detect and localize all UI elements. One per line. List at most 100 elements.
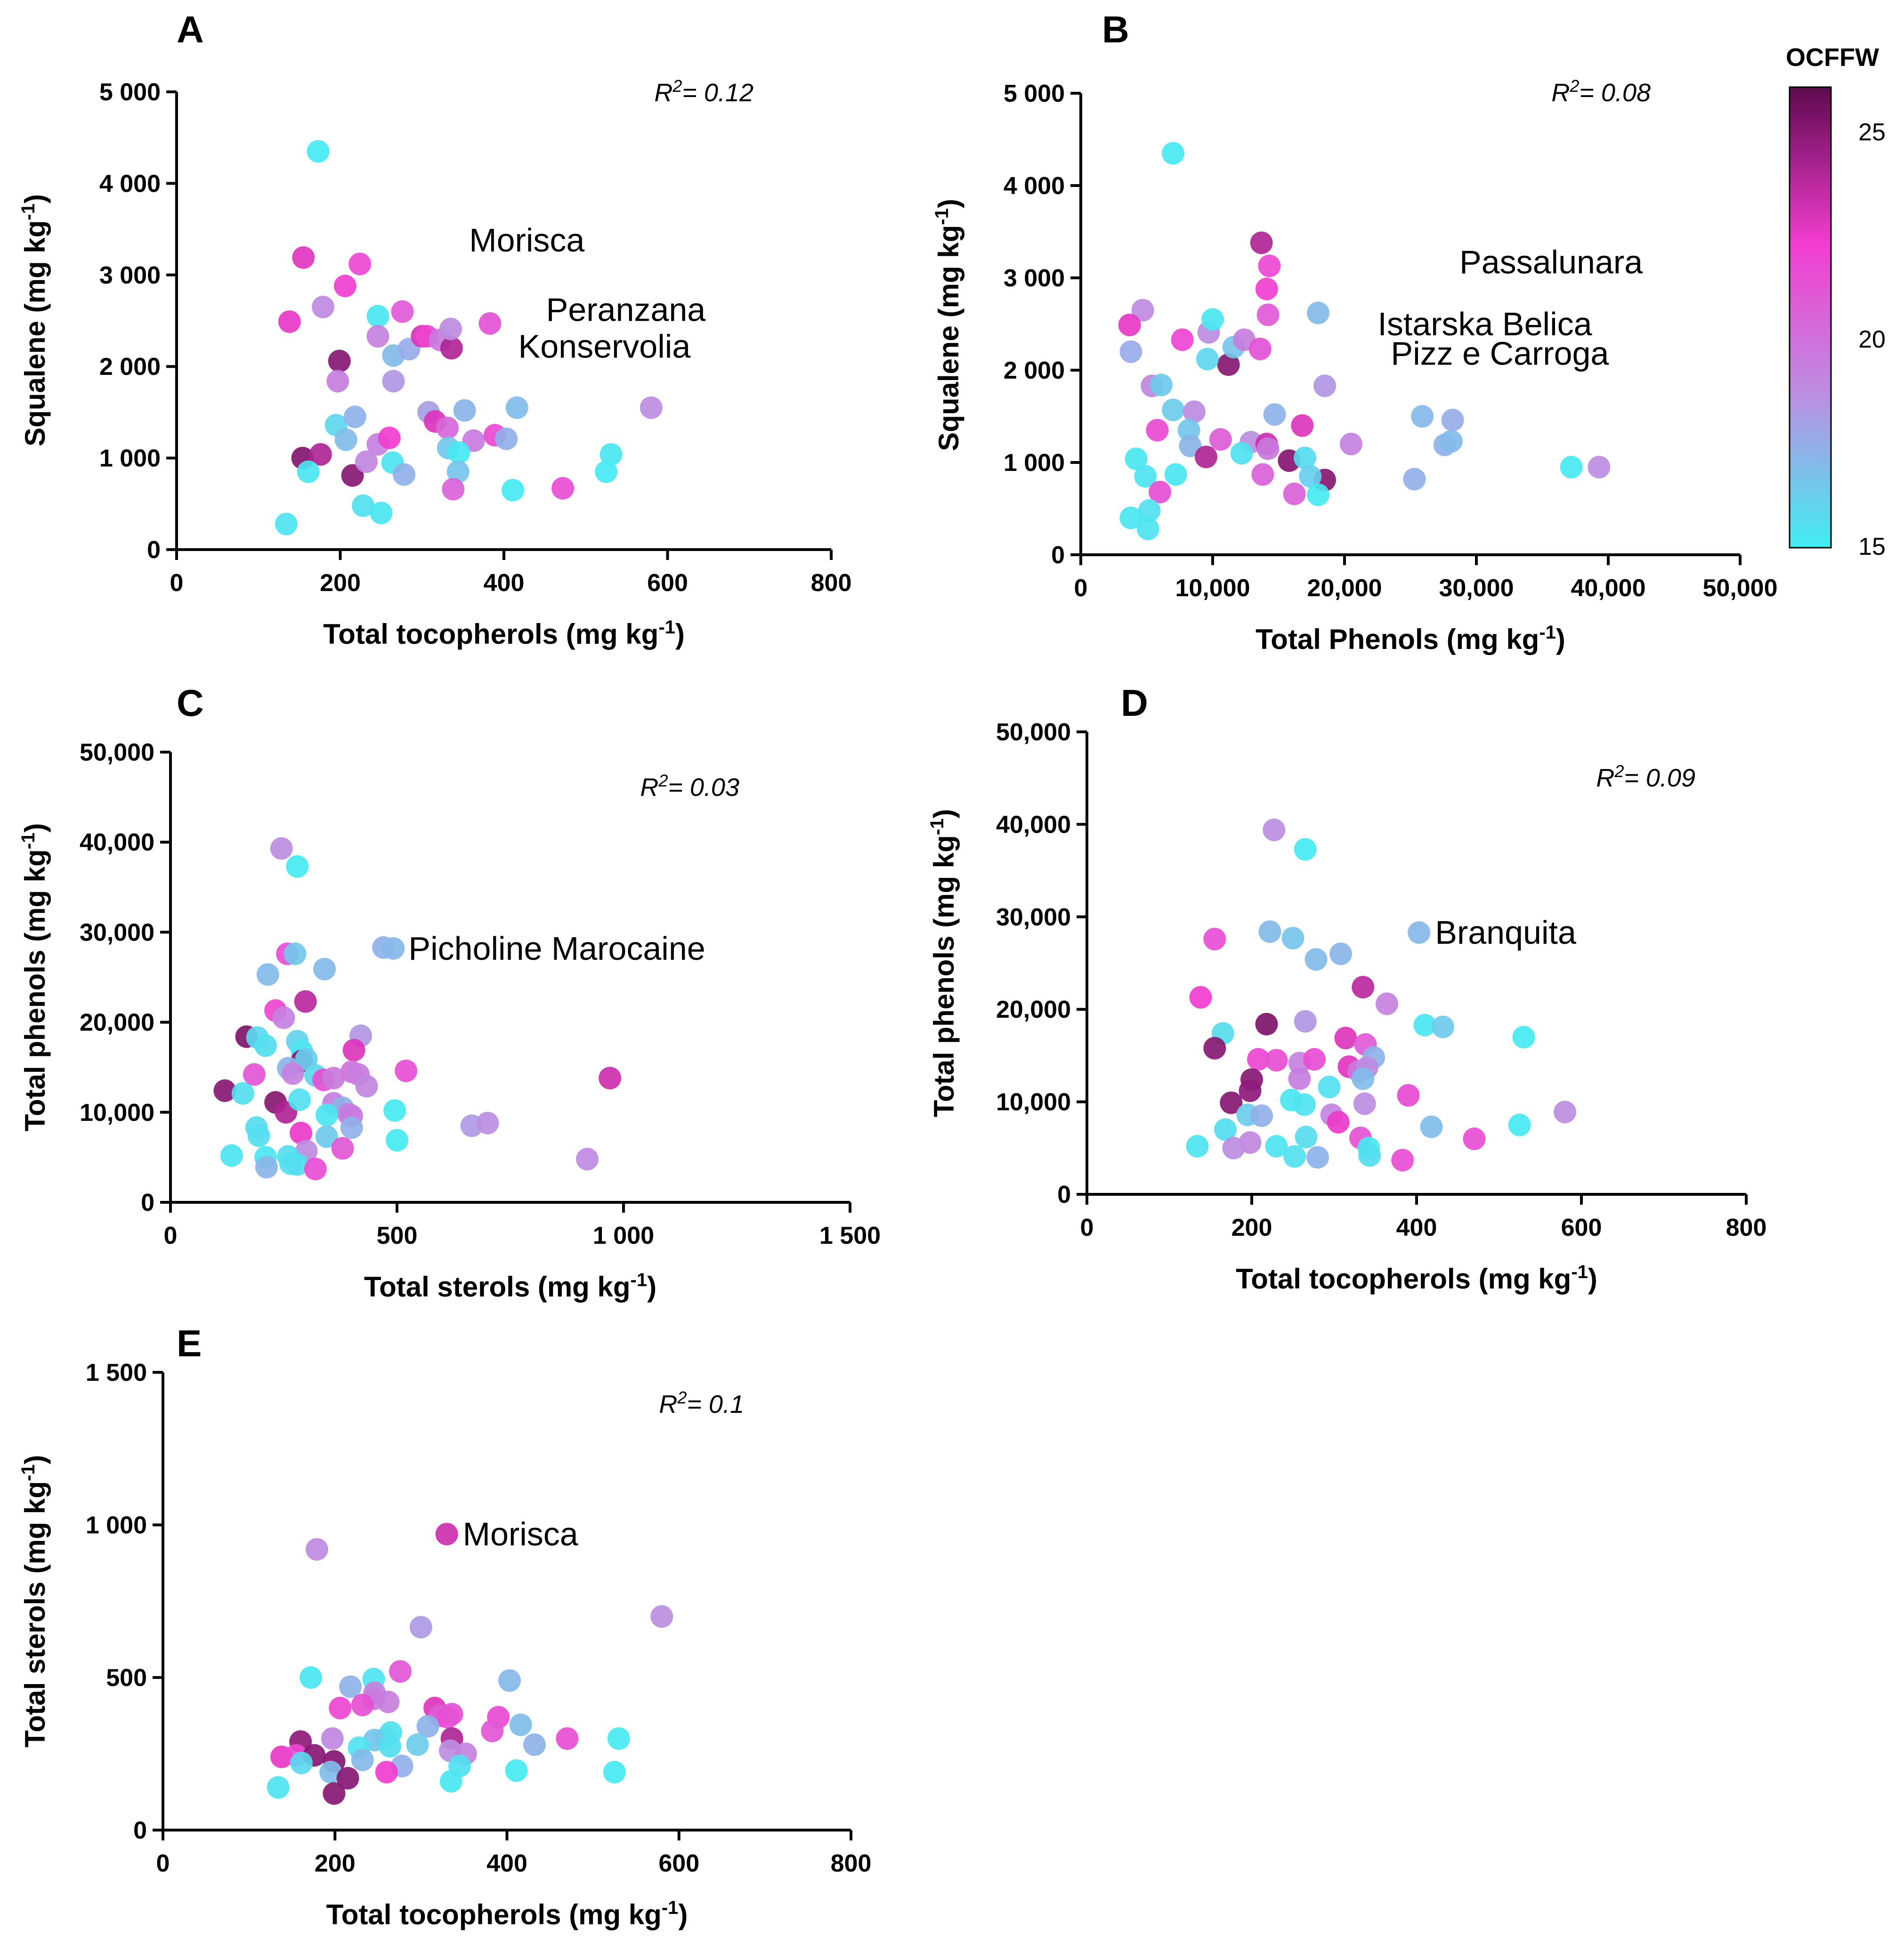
data-point — [1265, 1049, 1288, 1072]
data-point — [305, 1538, 328, 1561]
y-tick-label: 40,000 — [80, 829, 154, 856]
y-tick-label: 2 000 — [99, 353, 161, 381]
data-point — [523, 1733, 546, 1756]
data-point — [1352, 1067, 1375, 1090]
data-point — [322, 1067, 345, 1090]
data-point — [220, 1144, 243, 1167]
data-point — [355, 1075, 378, 1098]
point-annotation: Passalunara — [1459, 244, 1643, 281]
x-tick-label: 200 — [1232, 1214, 1272, 1241]
x-tick-label: 500 — [377, 1222, 418, 1249]
data-point — [231, 1082, 254, 1105]
data-point — [300, 1666, 323, 1689]
point-annotation: Picholine Marocaine — [408, 930, 705, 967]
point-annotation: Pizz e Carroga — [1391, 335, 1609, 372]
data-point — [1294, 838, 1317, 861]
x-tick-label: 1 000 — [593, 1222, 654, 1249]
data-point — [1281, 926, 1304, 949]
data-point — [377, 1690, 400, 1713]
data-point — [495, 427, 518, 450]
panel-a: A 0 200 400 600 800 0 1 000 2 000 3 000 4 000 5 000… — [18, 8, 851, 650]
y-tick-label: 4 000 — [1004, 172, 1065, 200]
data-point — [1248, 337, 1272, 360]
point-annotation: Morisca — [469, 222, 584, 259]
data-point — [1222, 1136, 1245, 1159]
data-point — [339, 1675, 362, 1698]
data-point — [1420, 1115, 1443, 1138]
data-point — [1408, 921, 1431, 944]
data-point — [290, 1751, 313, 1775]
data-point — [442, 478, 465, 501]
data-point — [393, 463, 416, 486]
x-tick-label: 600 — [647, 569, 688, 597]
data-point — [307, 140, 330, 163]
data-point — [1463, 1127, 1486, 1151]
data-point — [290, 1121, 313, 1144]
data-point — [382, 370, 405, 393]
x-axis-title: Total tocopherols (mg kg-1) — [323, 617, 685, 650]
data-point — [1230, 442, 1253, 465]
data-point — [447, 441, 470, 464]
data-point — [1265, 1135, 1288, 1158]
data-point — [607, 1727, 630, 1750]
y-tick-label: 30,000 — [996, 904, 1071, 931]
data-point — [1313, 374, 1336, 397]
y-tick-label: 0 — [1057, 1181, 1071, 1208]
data-point — [254, 1034, 277, 1057]
y-tick-label: 0 — [147, 536, 161, 564]
data-point — [1217, 353, 1240, 376]
data-point — [1201, 308, 1224, 331]
data-point — [1358, 1144, 1381, 1167]
panel-d: D 0 200 400 600 800 0 10,000 20,000 30,000 40,000 5… — [927, 682, 1766, 1295]
y-axis-title: Total phenols (mg kg-1) — [18, 823, 51, 1131]
data-point — [1164, 463, 1187, 486]
data-point — [312, 295, 335, 318]
data-point — [1353, 1092, 1376, 1115]
data-point — [1239, 1079, 1262, 1102]
data-point — [436, 416, 459, 439]
data-point — [331, 1137, 354, 1160]
data-point — [1183, 400, 1206, 423]
y-tick-label: 50,000 — [996, 719, 1071, 746]
data-point — [284, 942, 307, 965]
r-squared-label: R2= 0.08 — [1551, 76, 1651, 107]
data-point — [1171, 328, 1194, 351]
data-point — [1588, 455, 1611, 478]
point-annotation: Istarska Belica — [1377, 306, 1592, 342]
data-point — [603, 1760, 626, 1783]
data-point — [326, 370, 349, 393]
data-point — [1134, 465, 1157, 488]
x-tick-label: 600 — [658, 1850, 699, 1877]
y-tick-label: 5 000 — [99, 79, 161, 106]
data-point — [1283, 1145, 1306, 1168]
data-point — [247, 1124, 270, 1147]
data-point — [1119, 340, 1142, 363]
panel-e: E 0 200 400 600 800 0 500 1 000 1 500 Total tocoph… — [18, 1322, 871, 1930]
data-point — [1196, 348, 1219, 371]
r-squared-label: R2= 0.1 — [659, 1388, 744, 1419]
x-tick-label: 0 — [1080, 1214, 1094, 1241]
data-point — [600, 443, 623, 466]
data-point — [313, 957, 336, 981]
data-point — [333, 275, 356, 298]
y-tick-label: 1 000 — [86, 1512, 147, 1539]
data-point — [1327, 1110, 1350, 1134]
y-tick-label: 1 500 — [86, 1359, 147, 1386]
data-point — [1263, 819, 1286, 842]
r-squared-label: R2= 0.09 — [1596, 762, 1695, 793]
data-point — [498, 1669, 521, 1692]
data-point — [1250, 1104, 1273, 1127]
panel-letter: E — [177, 1322, 202, 1364]
data-point — [378, 426, 401, 449]
data-point — [1203, 1037, 1226, 1060]
data-point — [286, 1153, 309, 1176]
data-point — [315, 1125, 338, 1148]
data-point — [1146, 419, 1169, 442]
x-axis-title: Total sterols (mg kg-1) — [364, 1270, 656, 1303]
data-point — [342, 1038, 365, 1062]
data-point — [1432, 1015, 1454, 1038]
data-point — [406, 1733, 429, 1756]
data-point — [650, 1605, 673, 1628]
data-point — [1306, 1146, 1329, 1169]
data-point — [481, 1719, 504, 1742]
